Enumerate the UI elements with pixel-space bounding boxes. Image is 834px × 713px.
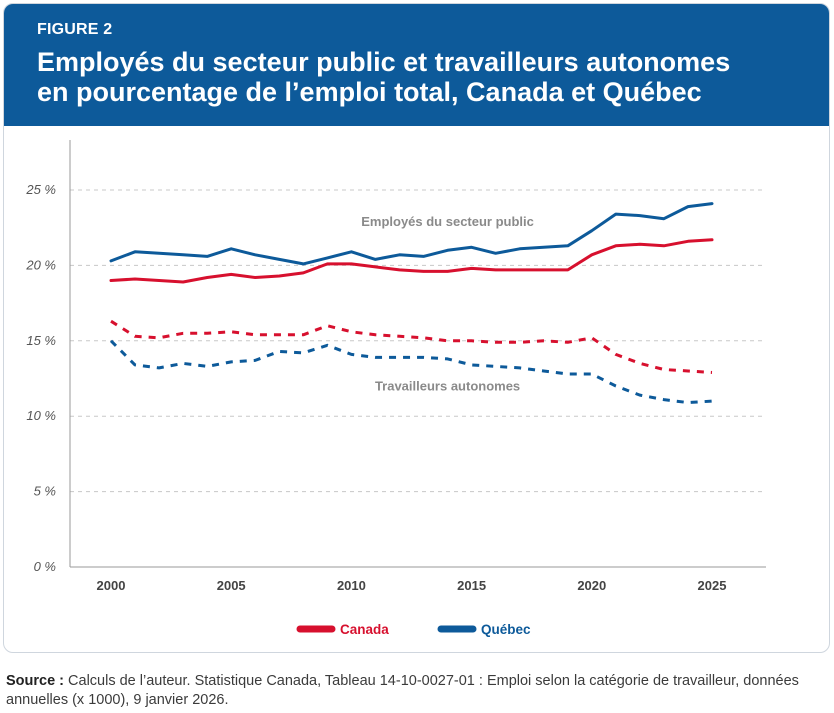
series-annotation: Employés du secteur public [361,214,534,229]
series-line-canada-secteur-public [109,238,714,284]
series-lines [109,202,714,405]
source-note: Source : Calculs de l’auteur. Statistiqu… [6,672,826,710]
y-tick-label: 10 % [26,408,56,423]
y-tick-label: 25 % [25,182,56,197]
y-tick-label: 20 % [25,257,56,272]
source-text: Calculs de l’auteur. Statistique Canada,… [6,673,799,708]
figure-title-line-1: Employés du secteur public et travailleu… [37,47,731,77]
x-tick-label: 2025 [698,578,727,593]
series-annotation: Travailleurs autonomes [375,379,520,394]
x-tick-label: 2010 [337,578,366,593]
x-tick-label: 2015 [457,578,486,593]
figure-title: Employés du secteur public et travailleu… [37,47,817,107]
annotations: Employés du secteur public Travailleurs a… [361,214,534,393]
legend: Canada Québec [296,622,531,637]
x-tick-label: 2000 [97,578,126,593]
figure-card: FIGURE 2 Employés du secteur public et t… [3,3,830,653]
series-line-quebec-travailleurs-autonomes [109,339,713,405]
axes: 0 % 5 % 10 % 15 % 20 % 25 % 2000 2005 2010 2015 20… [25,140,766,593]
figure-label: FIGURE 2 [37,21,113,38]
series-line-quebec-secteur-public [109,202,714,266]
legend-label: Québec [481,622,531,637]
line-chart: 0 % 5 % 10 % 15 % 20 % 25 % 2000 2005 2010 2015 20… [25,140,766,637]
source-label: Source : [6,673,65,689]
gridlines [70,189,766,493]
x-tick-label: 2020 [577,578,606,593]
figure-header: FIGURE 2 Employés du secteur public et t… [4,4,829,126]
figure-title-line-2: en pourcentage de l’emploi total, Canada… [37,77,702,107]
y-tick-label: 0 % [34,559,56,574]
y-tick-label: 5 % [34,484,56,499]
series-line-canada-travailleurs-autonomes [110,319,713,374]
y-tick-label: 15 % [26,333,56,348]
x-tick-label: 2005 [217,578,246,593]
legend-label: Canada [340,622,389,637]
